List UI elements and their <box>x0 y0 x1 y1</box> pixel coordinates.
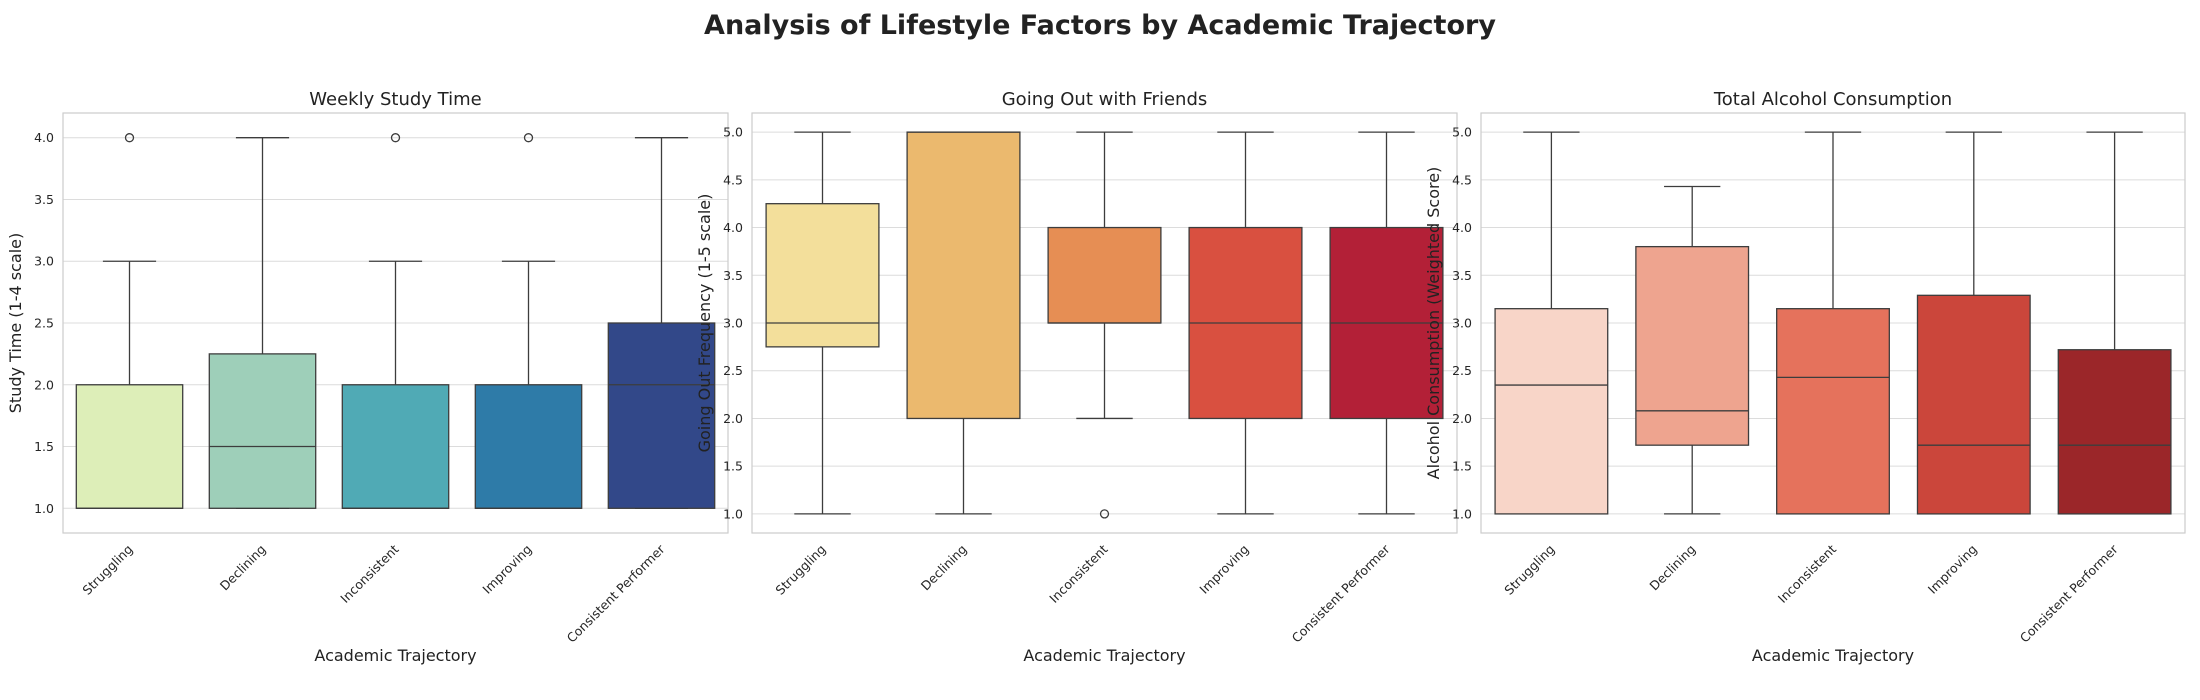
y-tick-label: 5.0 <box>723 125 743 140</box>
box-improving <box>1916 131 2031 515</box>
figure-title: Analysis of Lifestyle Factors by Academi… <box>704 10 1496 41</box>
box-inconsistent <box>1047 131 1162 519</box>
x-tick-label: Declining <box>217 542 269 594</box>
box-iqr <box>765 203 880 348</box>
box-struggling <box>75 133 184 509</box>
y-tick-label: 1.5 <box>723 459 743 474</box>
box-struggling <box>765 131 880 515</box>
x-tick-label: Improving <box>1925 542 1980 597</box>
outlier-point <box>1099 509 1110 519</box>
box-iqr <box>906 131 1021 420</box>
y-tick-label: 3.5 <box>34 192 54 207</box>
panel-title: Weekly Study Time <box>309 89 481 110</box>
y-tick-label: 1.0 <box>723 506 743 521</box>
plot-frame <box>62 112 729 534</box>
panel-study-time: 1.0 1.5 2.0 2.5 3.0 3.5 4.0 Struggling Declining… <box>6 89 729 665</box>
box-improving <box>474 133 583 509</box>
y-tick-label: 4.0 <box>1452 220 1472 235</box>
y-tick-label: 2.0 <box>34 377 54 392</box>
box-inconsistent <box>1776 131 1890 515</box>
panel-title: Total Alcohol Consumption <box>1713 89 1952 110</box>
box-iqr <box>208 353 317 509</box>
x-tick-label: Consistent Performer <box>564 541 669 646</box>
y-tick-label: 2.5 <box>34 316 54 331</box>
x-tick-label: Consistent Performer <box>1289 541 1394 646</box>
box-declining <box>1635 185 1750 515</box>
box-consistent-performer <box>2057 131 2172 515</box>
y-tick-label: 3.0 <box>1452 316 1472 331</box>
panel-title: Going Out with Friends <box>1002 89 1208 110</box>
box-iqr <box>2057 349 2172 515</box>
y-tick-label: 3.5 <box>723 268 743 283</box>
box-inconsistent <box>341 133 450 509</box>
box-consistent-performer <box>607 137 716 509</box>
x-axis-label: Academic Trajectory <box>1023 646 1185 665</box>
x-tick-label: Declining <box>1646 542 1698 594</box>
x-tick-label: Improving <box>479 542 534 597</box>
plot-frame <box>751 112 1458 534</box>
box-iqr <box>1916 294 2031 515</box>
box-declining <box>906 131 1021 515</box>
box-consistent-performer <box>1329 131 1444 515</box>
box-iqr <box>1776 308 1890 515</box>
x-tick-label: Consistent Performer <box>2017 541 2122 646</box>
y-axis-label: Alcohol Consumption (Weighted Score) <box>1424 167 1443 480</box>
box-iqr <box>75 384 184 509</box>
y-tick-label: 3.5 <box>1452 268 1472 283</box>
y-tick-label: 2.5 <box>723 363 743 378</box>
y-tick-label: 2.5 <box>1452 363 1472 378</box>
panel-alcohol: 1.0 1.5 2.0 2.5 3.0 3.5 4.0 4.5 5.0 Struggling Dec… <box>1424 89 2186 665</box>
box-iqr <box>1635 245 1750 446</box>
box-iqr <box>1494 308 1609 515</box>
box-iqr <box>607 322 716 509</box>
box-improving <box>1188 131 1303 515</box>
plot-frame <box>1480 112 2186 534</box>
y-tick-label: 1.0 <box>1452 506 1472 521</box>
y-tick-label: 3.0 <box>34 254 54 269</box>
x-tick-label: Inconsistent <box>1046 541 1110 605</box>
panel-going-out: 1.0 1.5 2.0 2.5 3.0 3.5 4.0 4.5 5.0 Struggling Dec… <box>695 89 1458 665</box>
x-tick-label: Struggling <box>772 542 828 598</box>
y-axis-label: Study Time (1-4 scale) <box>6 233 25 413</box>
box-struggling <box>1494 131 1609 515</box>
y-tick-label: 4.5 <box>1452 172 1472 187</box>
y-tick-label: 1.0 <box>34 501 54 516</box>
x-tick-label: Improving <box>1196 542 1251 597</box>
x-axis-label: Academic Trajectory <box>314 646 476 665</box>
y-tick-label: 5.0 <box>1452 125 1472 140</box>
y-tick-label: 4.0 <box>34 130 54 145</box>
x-tick-label: Struggling <box>1501 542 1557 598</box>
x-axis-label: Academic Trajectory <box>1752 646 1914 665</box>
outlier-point <box>390 133 401 143</box>
outlier-point <box>523 133 534 143</box>
box-declining <box>208 137 317 509</box>
y-tick-label: 1.5 <box>1452 459 1472 474</box>
outlier-point <box>124 133 135 143</box>
y-tick-label: 4.5 <box>723 172 743 187</box>
x-tick-label: Inconsistent <box>1775 541 1839 605</box>
y-tick-label: 2.0 <box>1452 411 1472 426</box>
y-tick-label: 4.0 <box>723 220 743 235</box>
x-tick-label: Declining <box>918 542 970 594</box>
y-tick-label: 3.0 <box>723 316 743 331</box>
box-iqr <box>1047 226 1162 324</box>
box-iqr <box>474 384 583 509</box>
y-tick-label: 1.5 <box>34 439 54 454</box>
x-tick-label: Struggling <box>79 542 135 598</box>
x-tick-label: Inconsistent <box>337 541 401 605</box>
y-axis-label: Going Out Frequency (1-5 scale) <box>695 194 714 453</box>
box-iqr <box>341 384 450 509</box>
y-tick-label: 2.0 <box>723 411 743 426</box>
